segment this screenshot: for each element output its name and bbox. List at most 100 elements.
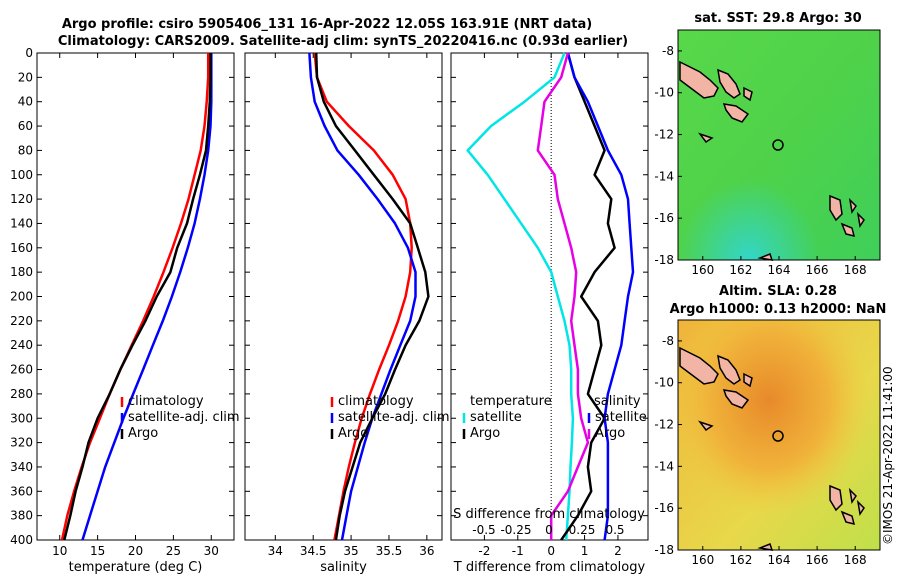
- sla-map-title-line1: Altim. SLA: 0.28: [719, 284, 837, 299]
- salinity-panel: 34 34.5 35 35.5 36 salinity: [244, 52, 443, 575]
- y-tick-label: 300: [10, 411, 33, 425]
- map-y-tick-label: -8: [662, 334, 674, 348]
- svg-text:0.5: 0.5: [605, 523, 624, 537]
- map-axes: 160 162 164 166 168 -8 -10 -12 -14 -16 -18 160 162 16…: [654, 44, 866, 567]
- x-tick-label: 15: [90, 544, 105, 558]
- x-axis-label: temperature (deg C): [69, 560, 203, 575]
- argo-position-marker: [772, 139, 784, 151]
- series-line-salinity-argo: [536, 52, 590, 540]
- y-tick-label: 120: [10, 192, 33, 206]
- legend-temp-satellite: satellite: [470, 410, 522, 425]
- x-tick-label: -1: [512, 544, 524, 558]
- x-tick-label: -2: [478, 544, 490, 558]
- series-line-salinity-satellite: [566, 52, 635, 541]
- x-tick-label: 34.5: [300, 544, 327, 558]
- y-tick-label: 160: [10, 241, 33, 255]
- sla-map-title-line2: Argo h1000: 0.13 h2000: NaN: [670, 302, 887, 317]
- map-x-tick-label: 162: [729, 263, 752, 277]
- plot-frame: [244, 52, 443, 541]
- map-y-tick-label: -8: [662, 44, 674, 58]
- sla-map: Altim. SLA: 0.28 Argo h1000: 0.13 h2000:…: [670, 284, 887, 551]
- x-tick-label: 2: [614, 544, 622, 558]
- legend-climatology: climatology: [338, 394, 414, 409]
- x-tick-label: 35.5: [376, 544, 403, 558]
- y-tick-label: 340: [10, 460, 33, 474]
- y-tick-label: 0: [25, 46, 33, 60]
- svg-text:0: 0: [545, 523, 553, 537]
- map-y-tick-label: -18: [654, 253, 674, 267]
- imos-credit: ©IMOS 21-Apr-2022 11:41:00: [881, 366, 895, 545]
- coastline: [679, 60, 865, 261]
- map-x-tick-label: 160: [691, 553, 714, 567]
- svg-text:-0.25: -0.25: [500, 523, 531, 537]
- legend-argo: Argo: [128, 426, 158, 441]
- map-y-tick-label: -10: [654, 376, 674, 390]
- temperature-legend: climatology satellite-adj. clim Argo: [120, 394, 240, 441]
- salinity-legend: climatology satellite-adj. clim Argo: [330, 394, 450, 441]
- sst-map-title: sat. SST: 29.8 Argo: 30: [694, 11, 861, 26]
- series-line-climatology: [313, 52, 413, 541]
- y-tick-label: 200: [10, 290, 33, 304]
- map-x-tick-label: 168: [844, 553, 867, 567]
- series-line-satellite-adj-clim: [308, 52, 417, 541]
- x-axis-label: salinity: [320, 560, 367, 575]
- legend-salinity: salinity: [594, 394, 641, 409]
- legend-satellite: satellite-adj. clim: [128, 410, 240, 425]
- x-tick-label: 1: [581, 544, 589, 558]
- x-tick-label: 34: [268, 544, 283, 558]
- coastline: [679, 346, 865, 551]
- legend-climatology: climatology: [128, 394, 204, 409]
- x-tick-label: 20: [128, 544, 143, 558]
- x-tick-label: 0: [547, 544, 555, 558]
- map-y-tick-label: -16: [654, 211, 674, 225]
- s-difference-ticks: -0.5 -0.25 0 0.25 0.5: [472, 523, 624, 537]
- legend-sal-argo: Argo: [595, 426, 625, 441]
- y-tick-label: 180: [10, 265, 33, 279]
- series-line-temperature-argo: [560, 52, 616, 541]
- map-y-tick-label: -12: [654, 418, 674, 432]
- series-line-satellite-adj-clim: [81, 53, 213, 541]
- y-tick-label: 80: [18, 143, 33, 157]
- difference-panel: -2 -1 0 1 2 T difference from climatology: [450, 52, 649, 575]
- y-tick-label: 380: [10, 509, 33, 523]
- svg-text:0.25: 0.25: [569, 523, 596, 537]
- map-x-tick-label: 166: [806, 263, 829, 277]
- y-tick-label: 360: [10, 484, 33, 498]
- x-tick-label: 25: [166, 544, 181, 558]
- series-line-argo: [63, 53, 212, 541]
- s-difference-label: S difference from climatology: [453, 507, 645, 522]
- difference-legend: temperature satellite Argo salinity sate…: [462, 394, 647, 441]
- y-tick-label: 140: [10, 216, 33, 230]
- x-tick-label: 35: [343, 544, 358, 558]
- map-x-tick-label: 166: [806, 553, 829, 567]
- legend-satellite: satellite-adj. clim: [338, 410, 450, 425]
- svg-text:-0.5: -0.5: [472, 523, 495, 537]
- map-x-tick-label: 162: [729, 553, 752, 567]
- sst-map: sat. SST: 29.8 Argo: 30: [677, 11, 881, 261]
- y-tick-label: 60: [18, 119, 33, 133]
- temperature-panel: 10 15 20 25 30020406080100120140160180200220…: [10, 46, 235, 575]
- map-y-tick-label: -14: [654, 169, 674, 183]
- map-x-tick-label: 168: [844, 263, 867, 277]
- x-tick-label: 30: [204, 544, 219, 558]
- x-axis-label: T difference from climatology: [453, 560, 646, 575]
- legend-argo: Argo: [338, 426, 368, 441]
- map-y-tick-label: -16: [654, 501, 674, 515]
- y-tick-label: 280: [10, 387, 33, 401]
- x-tick-label: 36: [419, 544, 434, 558]
- figure-title-line2: Climatology: CARS2009. Satellite-adj cli…: [58, 34, 628, 49]
- plot-frame: [450, 52, 649, 541]
- map-x-tick-label: 160: [691, 263, 714, 277]
- series-line-temperature-satellite: [466, 52, 575, 541]
- legend-temp-argo: Argo: [470, 426, 500, 441]
- legend-temperature: temperature: [470, 394, 552, 409]
- y-tick-label: 260: [10, 363, 33, 377]
- plot-frame: [36, 52, 235, 541]
- map-x-tick-label: 164: [768, 263, 791, 277]
- map-y-tick-label: -10: [654, 86, 674, 100]
- y-tick-label: 220: [10, 314, 33, 328]
- argo-position-marker: [772, 430, 784, 442]
- figure-title-line1: Argo profile: csiro 5905406_131 16-Apr-2…: [62, 17, 592, 32]
- legend-sal-satellite: satellite: [595, 410, 647, 425]
